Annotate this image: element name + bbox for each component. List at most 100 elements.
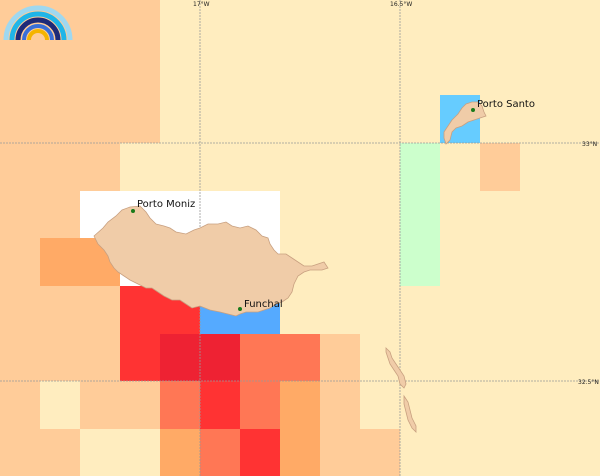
grid-cell[interactable] — [480, 143, 520, 191]
grid-cell[interactable] — [200, 334, 240, 381]
grid-cell[interactable] — [160, 95, 200, 143]
grid-cell[interactable] — [320, 334, 360, 381]
grid-cell[interactable] — [120, 143, 160, 191]
grid-cell[interactable] — [480, 0, 520, 48]
grid-cell[interactable] — [360, 238, 400, 286]
grid-cell[interactable] — [440, 238, 480, 286]
grid-cell[interactable] — [80, 381, 120, 429]
porto-santo-marker[interactable] — [471, 108, 475, 112]
grid-cell[interactable] — [520, 48, 560, 95]
grid-cell[interactable] — [480, 48, 520, 95]
grid-cell[interactable] — [440, 381, 480, 429]
grid-cell[interactable] — [440, 48, 480, 95]
grid-cell[interactable] — [160, 381, 200, 429]
grid-cell[interactable] — [440, 191, 480, 238]
grid-cell[interactable] — [280, 0, 320, 48]
grid-cell[interactable] — [520, 95, 560, 143]
grid-cell[interactable] — [0, 334, 40, 381]
grid-cell[interactable] — [560, 191, 600, 238]
grid-cell[interactable] — [400, 48, 440, 95]
grid-cell[interactable] — [320, 48, 360, 95]
grid-cell[interactable] — [360, 143, 400, 191]
grid-cell[interactable] — [400, 191, 440, 238]
grid-cell[interactable] — [360, 0, 400, 48]
grid-cell[interactable] — [520, 143, 560, 191]
grid-cell[interactable] — [120, 381, 160, 429]
grid-cell[interactable] — [480, 95, 520, 143]
grid-cell[interactable] — [80, 48, 120, 95]
grid-cell[interactable] — [440, 143, 480, 191]
grid-cell[interactable] — [280, 143, 320, 191]
grid-cell[interactable] — [240, 143, 280, 191]
grid-cell[interactable] — [400, 334, 440, 381]
grid-cell[interactable] — [200, 95, 240, 143]
grid-cell[interactable] — [120, 334, 160, 381]
grid-cell[interactable] — [360, 429, 400, 476]
grid-cell[interactable] — [120, 0, 160, 48]
grid-cell[interactable] — [320, 238, 360, 286]
grid-cell[interactable] — [280, 48, 320, 95]
grid-cell[interactable] — [520, 0, 560, 48]
grid-cell[interactable] — [80, 95, 120, 143]
grid-cell[interactable] — [560, 238, 600, 286]
grid-cell[interactable] — [80, 0, 120, 48]
grid-cell[interactable] — [560, 429, 600, 476]
grid-cell[interactable] — [480, 238, 520, 286]
grid-cell[interactable] — [240, 381, 280, 429]
grid-cell[interactable] — [40, 238, 80, 286]
grid-cell[interactable] — [200, 48, 240, 95]
grid-cell[interactable] — [120, 95, 160, 143]
grid-cell[interactable] — [400, 429, 440, 476]
grid-cell[interactable] — [480, 286, 520, 334]
grid-cell[interactable] — [400, 238, 440, 286]
grid-cell[interactable] — [40, 429, 80, 476]
grid-cell[interactable] — [240, 429, 280, 476]
grid-cell[interactable] — [40, 286, 80, 334]
grid-cell[interactable] — [480, 334, 520, 381]
grid-cell[interactable] — [200, 143, 240, 191]
grid-cell[interactable] — [160, 48, 200, 95]
grid-cell[interactable] — [440, 334, 480, 381]
grid-cell[interactable] — [320, 381, 360, 429]
grid-cell[interactable] — [160, 143, 200, 191]
grid-cell[interactable] — [40, 191, 80, 238]
grid-cell[interactable] — [120, 48, 160, 95]
grid-cell[interactable] — [480, 191, 520, 238]
grid-cell[interactable] — [40, 143, 80, 191]
grid-cell[interactable] — [480, 381, 520, 429]
grid-cell[interactable] — [120, 429, 160, 476]
grid-cell[interactable] — [80, 143, 120, 191]
grid-cell[interactable] — [520, 238, 560, 286]
grid-cell[interactable] — [400, 0, 440, 48]
grid-cell[interactable] — [200, 0, 240, 48]
grid-cell[interactable] — [320, 191, 360, 238]
funchal-marker[interactable] — [238, 307, 242, 311]
grid-cell[interactable] — [560, 143, 600, 191]
grid-cell[interactable] — [560, 95, 600, 143]
grid-cell[interactable] — [440, 0, 480, 48]
grid-cell[interactable] — [40, 48, 80, 95]
grid-cell[interactable] — [520, 429, 560, 476]
grid-cell[interactable] — [240, 334, 280, 381]
grid-cell[interactable] — [520, 286, 560, 334]
grid-cell[interactable] — [400, 95, 440, 143]
grid-cell[interactable] — [280, 95, 320, 143]
grid-cell[interactable] — [360, 334, 400, 381]
grid-cell[interactable] — [40, 381, 80, 429]
grid-cell[interactable] — [40, 334, 80, 381]
grid-cell[interactable] — [240, 0, 280, 48]
grid-cell[interactable] — [200, 429, 240, 476]
grid-cell[interactable] — [120, 286, 160, 334]
grid-cell[interactable] — [520, 191, 560, 238]
grid-cell[interactable] — [280, 334, 320, 381]
grid-cell[interactable] — [0, 143, 40, 191]
grid-cell[interactable] — [80, 334, 120, 381]
grid-cell[interactable] — [440, 286, 480, 334]
grid-cell[interactable] — [240, 95, 280, 143]
grid-cell[interactable] — [160, 334, 200, 381]
grid-cell[interactable] — [560, 334, 600, 381]
grid-cell[interactable] — [360, 286, 400, 334]
grid-cell[interactable] — [160, 0, 200, 48]
grid-cell[interactable] — [0, 286, 40, 334]
